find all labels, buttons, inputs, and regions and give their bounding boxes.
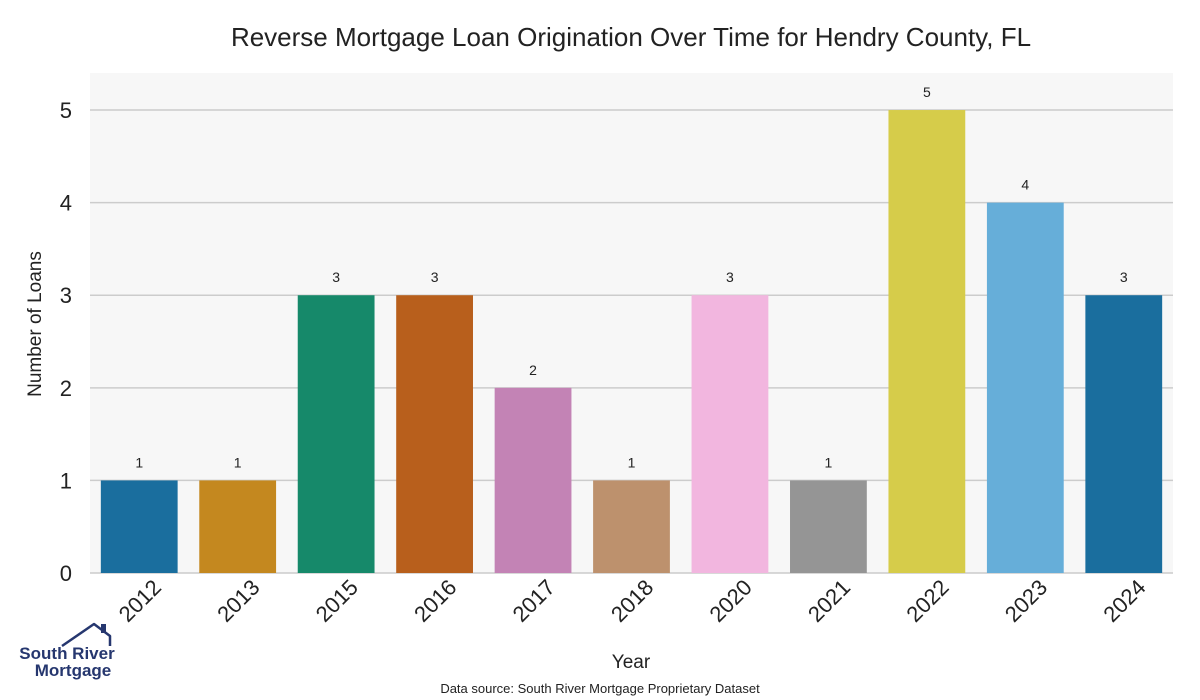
bar-value-label: 3 (726, 269, 734, 285)
x-tick-label: 2015 (311, 575, 363, 627)
bar-2015 (297, 295, 375, 573)
bar-value-label: 3 (1120, 269, 1128, 285)
bar-2017 (494, 387, 572, 573)
bar-value-label: 1 (135, 454, 143, 470)
y-tick-label: 1 (60, 468, 72, 493)
bar-value-label: 5 (923, 84, 931, 100)
x-axis-ticks: 2012 2013 2015 2016 2017 2018 2020 2021 2022 2023… (114, 575, 1151, 627)
x-axis-label: Year (612, 652, 651, 673)
x-tick-label: 2017 (508, 575, 560, 627)
bar-2024 (1085, 295, 1163, 573)
x-tick-label: 2020 (705, 575, 757, 627)
bar-value-label: 1 (628, 454, 636, 470)
bar-2016 (396, 295, 473, 573)
bar-2013 (199, 480, 277, 573)
y-axis-ticks: 0 1 2 3 4 5 (60, 98, 72, 586)
bar-2022 (888, 110, 966, 573)
x-tick-label: 2023 (1000, 575, 1052, 627)
x-tick-label: 2012 (114, 575, 166, 627)
x-tick-label: 2022 (901, 575, 953, 627)
x-tick-label: 2016 (409, 575, 461, 627)
bar-labels: 1 1 3 3 2 1 3 1 5 4 3 (135, 84, 1128, 470)
bar-value-label: 1 (234, 454, 242, 470)
bar-2020 (691, 295, 769, 573)
bar-2021 (790, 480, 867, 573)
x-tick-label: 2018 (606, 575, 658, 627)
logo-line-2: Mortgage (35, 661, 112, 680)
bar-2023 (986, 202, 1064, 573)
bar-2018 (593, 480, 670, 573)
house-chimney-icon (101, 624, 106, 633)
data-source-note: Data source: South River Mortgage Propri… (440, 681, 760, 696)
x-tick-label: 2024 (1098, 575, 1150, 627)
y-tick-label: 4 (60, 191, 72, 216)
logo-line-1: South River (19, 644, 115, 663)
x-tick-label: 2021 (803, 575, 855, 627)
bar-value-label: 4 (1021, 177, 1029, 193)
company-logo: South River Mortgage (19, 622, 115, 680)
y-tick-label: 3 (60, 283, 72, 308)
bar-2012 (100, 480, 178, 573)
bar-value-label: 2 (529, 362, 537, 378)
y-tick-label: 5 (60, 98, 72, 123)
bar-value-label: 3 (332, 269, 340, 285)
y-tick-label: 0 (60, 561, 72, 586)
bar-value-label: 1 (825, 454, 833, 470)
bars (100, 110, 1163, 573)
chart-title: Reverse Mortgage Loan Origination Over T… (231, 22, 1031, 52)
y-axis-label: Number of Loans (25, 251, 46, 397)
bar-value-label: 3 (431, 269, 439, 285)
x-tick-label: 2013 (212, 575, 264, 627)
y-tick-label: 2 (60, 376, 72, 401)
